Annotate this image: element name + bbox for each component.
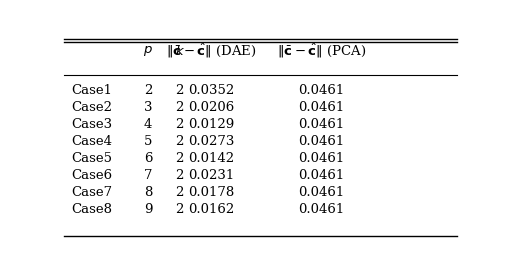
Text: 0.0461: 0.0461 — [298, 169, 344, 182]
Text: $\|\bar{\mathbf{c}} - \hat{\mathbf{c}}\|$ (DAE): $\|\bar{\mathbf{c}} - \hat{\mathbf{c}}\|… — [166, 42, 257, 60]
Text: 2: 2 — [175, 204, 184, 217]
Text: Case4: Case4 — [71, 135, 112, 148]
Text: 2: 2 — [175, 186, 184, 200]
Text: 0.0273: 0.0273 — [188, 135, 234, 148]
Text: 2: 2 — [175, 101, 184, 114]
Text: 0.0461: 0.0461 — [298, 84, 344, 97]
Text: 0.0129: 0.0129 — [188, 118, 234, 131]
Text: $k$: $k$ — [175, 44, 185, 58]
Text: 9: 9 — [144, 204, 152, 217]
Text: 0.0461: 0.0461 — [298, 152, 344, 165]
Text: 4: 4 — [144, 118, 152, 131]
Text: 2: 2 — [144, 84, 152, 97]
Text: 0.0461: 0.0461 — [298, 186, 344, 200]
Text: 0.0231: 0.0231 — [188, 169, 234, 182]
Text: 8: 8 — [144, 186, 152, 200]
Text: 2: 2 — [175, 169, 184, 182]
Text: Case8: Case8 — [71, 204, 112, 217]
Text: 2: 2 — [175, 152, 184, 165]
Text: Case2: Case2 — [71, 101, 112, 114]
Text: 0.0352: 0.0352 — [188, 84, 234, 97]
Text: Case1: Case1 — [71, 84, 112, 97]
Text: 0.0461: 0.0461 — [298, 101, 344, 114]
Text: Case5: Case5 — [71, 152, 112, 165]
Text: 2: 2 — [175, 84, 184, 97]
Text: 0.0461: 0.0461 — [298, 118, 344, 131]
Text: 2: 2 — [175, 135, 184, 148]
Text: 0.0206: 0.0206 — [188, 101, 234, 114]
Text: 0.0461: 0.0461 — [298, 204, 344, 217]
Text: $p$: $p$ — [143, 44, 153, 58]
Text: 0.0461: 0.0461 — [298, 135, 344, 148]
Text: 6: 6 — [144, 152, 152, 165]
Text: Case6: Case6 — [71, 169, 112, 182]
Text: 2: 2 — [175, 118, 184, 131]
Text: 0.0162: 0.0162 — [188, 204, 234, 217]
Text: Case3: Case3 — [71, 118, 112, 131]
Text: 3: 3 — [144, 101, 152, 114]
Text: Case7: Case7 — [71, 186, 112, 200]
Text: 0.0142: 0.0142 — [188, 152, 234, 165]
Text: 0.0178: 0.0178 — [188, 186, 234, 200]
Text: 5: 5 — [144, 135, 152, 148]
Text: 7: 7 — [144, 169, 152, 182]
Text: $\|\bar{\mathbf{c}} - \hat{\mathbf{c}}\|$ (PCA): $\|\bar{\mathbf{c}} - \hat{\mathbf{c}}\|… — [277, 42, 366, 60]
